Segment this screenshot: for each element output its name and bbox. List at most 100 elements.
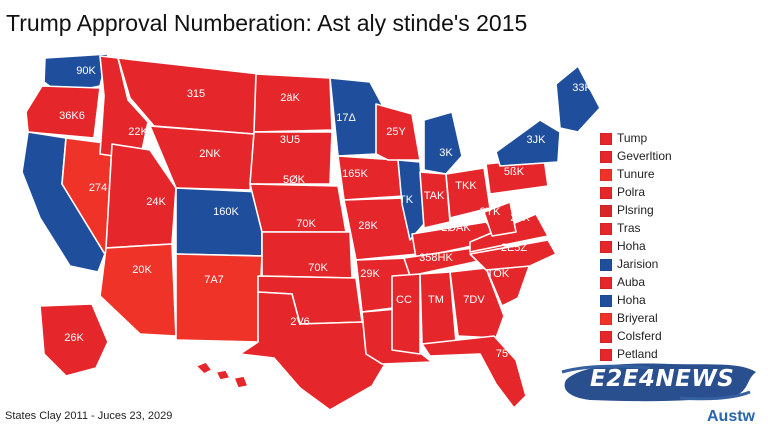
legend-label: Briyeral: [617, 311, 658, 325]
legend: Tump Geverltion Tunure Polra Plsring Tras Hoha…: [600, 130, 760, 364]
state-label-mo: 28K: [358, 220, 378, 232]
state-tx: [239, 291, 393, 411]
state-or: [25, 85, 101, 139]
legend-label: Polra: [617, 185, 646, 199]
state-hi: [195, 361, 249, 389]
legend-label: Tump: [617, 131, 648, 145]
state-label-ut: 24K: [146, 196, 166, 208]
state-label-ky: 2ØAK: [441, 222, 471, 234]
state-ms: [391, 273, 421, 355]
state-label-id: 22K: [128, 126, 148, 138]
state-in: [419, 171, 451, 229]
state-label-me: 33K: [572, 82, 592, 94]
state-wv: [483, 201, 517, 237]
logo-subtext: Austw: [707, 408, 755, 425]
state-label-ar: 29K: [360, 268, 380, 280]
state-fl: [421, 335, 527, 409]
state-ut: [105, 143, 177, 249]
legend-label: Tunure: [617, 167, 655, 181]
legend-swatch: [600, 133, 612, 145]
state-label-ca: 2³K: [21, 215, 39, 227]
state-label-pa: 5ßK: [504, 166, 525, 178]
state-label-wa: 90K: [76, 65, 96, 77]
e2e4news-logo: E2E4NEWS: [560, 352, 760, 408]
legend-item: Hoha: [600, 292, 760, 310]
state-label-mt: 315: [187, 88, 205, 100]
legend-label: Geverltion: [617, 149, 672, 163]
state-label-al: TM: [428, 294, 444, 306]
footer-caption: States Clay 2011 - Juces 23, 2029: [5, 410, 173, 422]
legend-label: Hoha: [617, 239, 646, 253]
state-il: [397, 159, 425, 241]
state-label-nd: 2äK: [280, 92, 300, 104]
state-label-or: 36K6: [59, 110, 85, 122]
state-label-wi: 25Y: [386, 126, 406, 138]
legend-item: Tras: [600, 220, 760, 238]
legend-swatch: [600, 295, 612, 307]
legend-label: Plsring: [617, 203, 654, 217]
legend-item: Briyeral: [600, 310, 760, 328]
legend-item: Petland: [600, 346, 760, 364]
us-map: 90K 36K6 2³K 274 22K 315 2NK 24K 20K 160K 7A7 2äK 3U…: [0, 36, 600, 416]
state-label-sc: TOK: [487, 268, 510, 280]
state-label-ga: 7DV: [463, 294, 485, 306]
legend-label: Hoha: [617, 293, 646, 307]
state-me: [555, 65, 600, 133]
state-ks: [261, 231, 353, 279]
logo-brush-stroke: [561, 363, 756, 402]
state-label-mn: 17Δ: [336, 112, 356, 124]
legend-swatch: [600, 151, 612, 163]
legend-swatch: [600, 223, 612, 235]
state-oh: [445, 167, 491, 219]
state-label-nc: 2E5Z: [501, 242, 528, 254]
state-label-mi: 3K: [439, 147, 453, 159]
state-label-il: TK: [399, 194, 414, 206]
state-label-co: 160K: [213, 206, 239, 218]
state-label-ms: CC: [396, 294, 412, 306]
state-label-az: 20K: [132, 264, 152, 276]
state-label-ok: 70K: [308, 262, 328, 274]
legend-swatch: [600, 259, 612, 271]
state-label-nm: 7A7: [204, 274, 224, 286]
state-label-wy: 2NK: [199, 148, 221, 160]
legend-item: Jarision: [600, 256, 760, 274]
state-sd: [249, 131, 333, 185]
legend-label: Colsferd: [617, 329, 662, 343]
state-label-va: 25K: [510, 212, 530, 224]
legend-swatch: [600, 187, 612, 199]
legend-item: Polra: [600, 184, 760, 202]
legend-item: Tump: [600, 130, 760, 148]
state-mi: [423, 111, 463, 175]
legend-item: Auba: [600, 274, 760, 292]
legend-label: Petland: [617, 347, 658, 361]
state-co: [175, 187, 263, 257]
legend-label: Tras: [617, 221, 641, 235]
state-label-tx: 2V6: [290, 316, 310, 328]
legend-swatch: [600, 241, 612, 253]
legend-item: Tunure: [600, 166, 760, 184]
state-nd: [253, 73, 333, 133]
state-ny: [495, 119, 561, 167]
state-label-ne: 5ØK: [283, 174, 306, 186]
legend-swatch: [600, 331, 612, 343]
legend-swatch: [600, 205, 612, 217]
state-az: [99, 243, 177, 337]
state-label-ia: 165K: [342, 168, 368, 180]
state-label-fl: 75: [496, 348, 508, 360]
state-nm: [175, 253, 263, 343]
legend-swatch: [600, 349, 612, 361]
legend-label: Auba: [617, 275, 646, 289]
legend-swatch: [600, 277, 612, 289]
state-label-ks: 70K: [296, 218, 316, 230]
logo-text: E2E4NEWS: [590, 366, 735, 392]
state-label-sd: 3U5: [280, 134, 300, 146]
legend-item: Colsferd: [600, 328, 760, 346]
state-label-oh: TKK: [455, 180, 477, 192]
state-label-tn: 358HK: [419, 252, 453, 264]
state-label-wv: 2YK: [480, 206, 501, 218]
map-title: Trump Approval Numberation: Ast aly stin…: [6, 10, 528, 36]
state-ga: [449, 267, 505, 339]
legend-item: Geverltion: [600, 148, 760, 166]
legend-item: Hoha: [600, 238, 760, 256]
legend-label: Jarision: [617, 257, 659, 271]
